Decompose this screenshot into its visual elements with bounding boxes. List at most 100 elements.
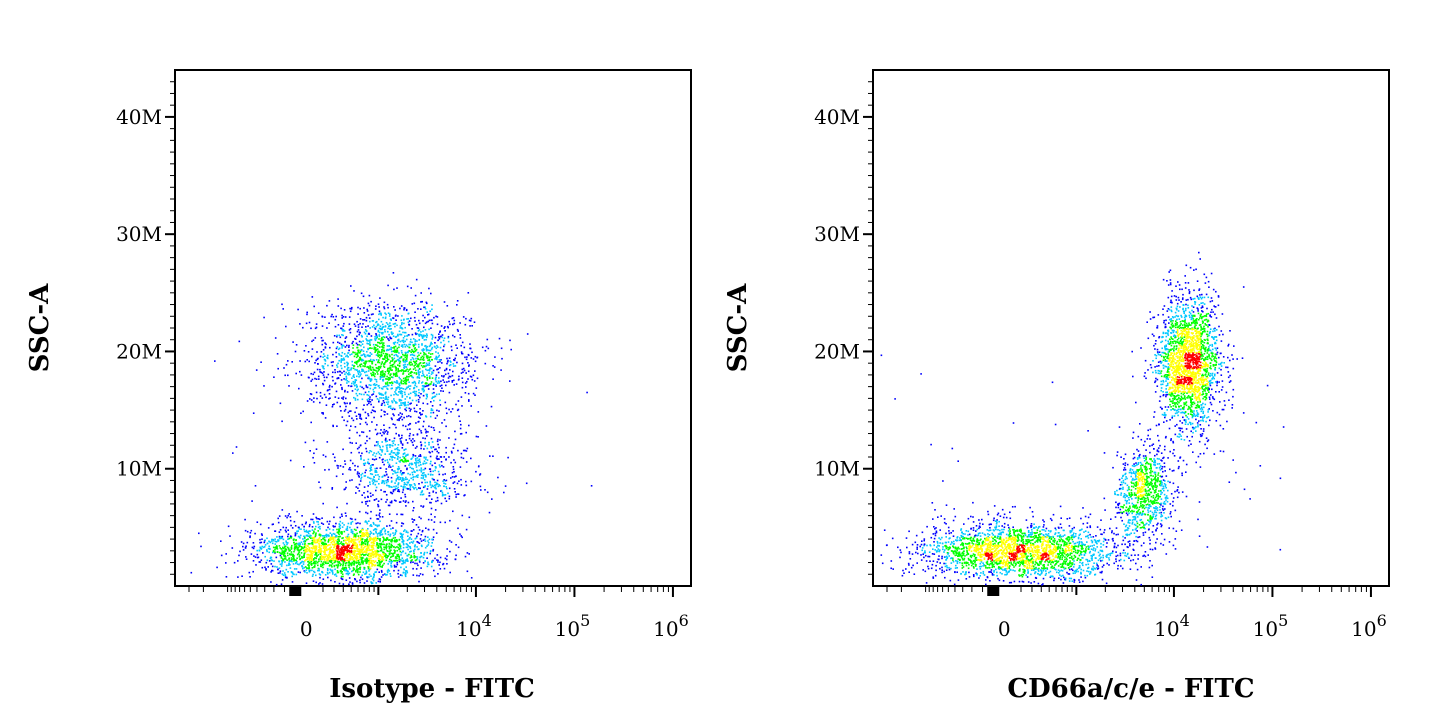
data-point — [339, 564, 342, 567]
data-point — [398, 452, 400, 454]
data-point — [375, 359, 378, 361]
data-point — [409, 368, 412, 370]
data-point — [250, 553, 253, 555]
data-point — [376, 542, 378, 544]
data-point — [376, 344, 378, 347]
data-point — [375, 549, 378, 552]
data-point — [306, 531, 309, 533]
data-point — [418, 529, 421, 531]
data-point — [373, 479, 376, 482]
data-point — [411, 341, 413, 344]
data-point — [423, 339, 426, 341]
data-point — [297, 543, 299, 545]
data-point — [405, 566, 407, 568]
data-point — [321, 583, 324, 585]
data-point — [414, 320, 416, 322]
data-point — [391, 538, 393, 541]
data-point — [411, 303, 414, 305]
data-point — [402, 388, 405, 390]
data-point — [429, 484, 432, 486]
data-point — [413, 440, 416, 442]
data-point — [375, 379, 378, 381]
data-point — [468, 364, 470, 366]
data-point — [418, 420, 420, 423]
data-point — [440, 489, 443, 492]
data-point — [421, 530, 424, 533]
data-point — [413, 316, 416, 319]
data-point — [332, 353, 334, 356]
data-point — [335, 547, 337, 550]
data-point — [412, 509, 414, 512]
data-point — [393, 414, 395, 417]
data-point — [428, 349, 431, 352]
data-point — [381, 339, 383, 342]
data-point — [372, 542, 375, 545]
data-point — [355, 492, 357, 494]
data-point — [381, 371, 383, 373]
data-point — [418, 346, 420, 348]
data-point — [396, 349, 399, 352]
data-point — [431, 336, 434, 338]
data-point — [394, 453, 397, 456]
data-point — [356, 546, 358, 548]
data-point — [377, 370, 380, 372]
data-point — [401, 522, 403, 524]
data-point — [368, 451, 370, 454]
data-point — [359, 539, 362, 542]
data-point — [368, 540, 371, 542]
data-point — [415, 393, 417, 395]
data-point — [190, 571, 193, 574]
data-point — [394, 365, 396, 368]
data-point — [341, 515, 343, 517]
data-point — [371, 326, 374, 328]
data-point — [406, 570, 408, 572]
data-point — [353, 539, 355, 541]
data-point — [316, 539, 318, 542]
data-point — [410, 556, 413, 558]
data-point — [319, 371, 321, 373]
data-point — [303, 540, 305, 543]
data-point — [408, 334, 410, 336]
data-point — [357, 550, 359, 552]
data-point — [363, 319, 366, 321]
data-point — [347, 380, 350, 383]
data-point — [353, 551, 355, 554]
data-point — [317, 363, 319, 365]
data-point — [403, 404, 406, 407]
data-point — [370, 510, 372, 513]
data-point — [419, 573, 422, 575]
data-point — [343, 553, 346, 556]
data-point — [419, 487, 421, 490]
data-point — [376, 433, 378, 436]
data-point — [381, 516, 384, 518]
data-point — [395, 565, 398, 568]
data-point — [375, 452, 378, 455]
data-point — [364, 442, 367, 445]
data-point — [319, 355, 322, 358]
data-point — [426, 369, 428, 372]
data-point — [322, 578, 325, 580]
data-point — [369, 555, 372, 558]
data-point — [331, 569, 334, 572]
data-point — [420, 477, 423, 479]
data-point — [415, 333, 417, 336]
data-point — [415, 362, 418, 365]
data-point — [362, 543, 364, 545]
data-point — [312, 573, 314, 576]
data-point — [405, 505, 407, 507]
data-point — [401, 537, 403, 540]
data-point — [388, 333, 390, 336]
data-point — [423, 553, 425, 555]
data-point — [390, 560, 393, 563]
data-point — [284, 515, 287, 517]
data-point — [326, 558, 328, 560]
data-point — [362, 548, 364, 551]
data-point — [439, 521, 442, 524]
data-point — [366, 394, 368, 396]
data-point — [377, 546, 380, 549]
data-point — [432, 470, 434, 473]
data-point — [397, 355, 399, 358]
data-point — [357, 370, 359, 373]
data-point — [343, 309, 346, 311]
data-point — [376, 553, 378, 556]
